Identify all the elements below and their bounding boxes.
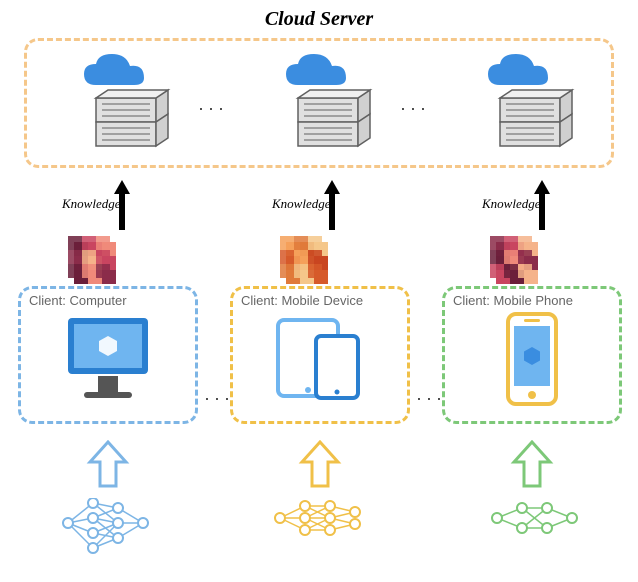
phone-icon bbox=[502, 310, 562, 410]
client-upload-arrow-icon bbox=[298, 440, 342, 490]
neural-net-icon bbox=[58, 498, 163, 558]
computer-icon bbox=[58, 310, 158, 410]
cloud-server-icon bbox=[66, 50, 176, 160]
cloud-server-icon bbox=[470, 50, 580, 160]
client-upload-arrow-icon bbox=[510, 440, 554, 490]
page-title: Cloud Server bbox=[265, 8, 373, 31]
knowledge-heatmap bbox=[66, 234, 122, 290]
client-label: Client: Computer bbox=[29, 293, 127, 308]
knowledge-heatmap bbox=[278, 234, 334, 290]
client-label: Client: Mobile Device bbox=[241, 293, 363, 308]
upload-arrow-icon bbox=[322, 178, 342, 232]
client-upload-arrow-icon bbox=[86, 440, 130, 490]
upload-arrow-icon bbox=[532, 178, 552, 232]
ellipsis: ··· bbox=[416, 388, 446, 409]
upload-arrow-icon bbox=[112, 178, 132, 232]
neural-net-icon bbox=[270, 498, 375, 558]
ellipsis: ··· bbox=[400, 98, 430, 119]
cloud-server-icon bbox=[268, 50, 378, 160]
ellipsis: ··· bbox=[198, 98, 228, 119]
neural-net-icon bbox=[482, 498, 587, 558]
ellipsis: ··· bbox=[204, 388, 234, 409]
knowledge-heatmap bbox=[488, 234, 544, 290]
tablet-icon bbox=[270, 310, 370, 410]
client-label: Client: Mobile Phone bbox=[453, 293, 573, 308]
